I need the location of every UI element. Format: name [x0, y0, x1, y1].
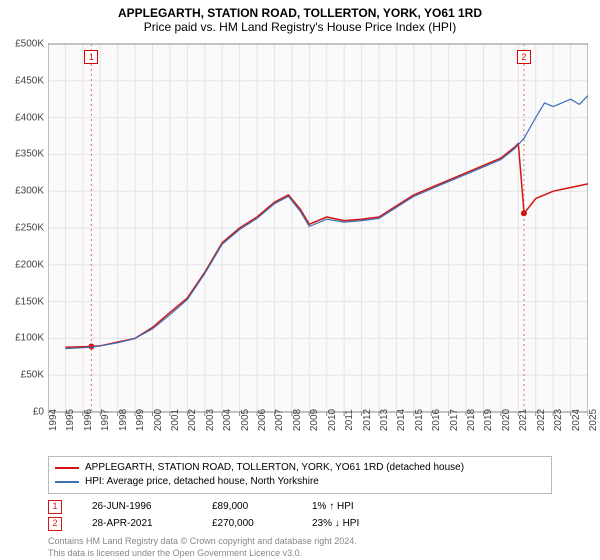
sale-marker-icon: 1: [48, 500, 62, 514]
sale-delta: 1% ↑ HPI: [312, 498, 354, 515]
y-tick-label: £350K: [15, 149, 44, 160]
y-tick-label: £250K: [15, 223, 44, 234]
x-tick-label: 2010: [327, 409, 338, 431]
x-tick-label: 2019: [483, 409, 494, 431]
legend-swatch-red: [55, 467, 79, 469]
event-marker: 1: [84, 50, 98, 64]
y-tick-label: £50K: [21, 370, 44, 381]
event-marker: 2: [517, 50, 531, 64]
chart-subtitle: Price paid vs. HM Land Registry's House …: [0, 20, 600, 38]
legend-swatch-blue: [55, 481, 79, 483]
x-tick-label: 1999: [135, 409, 146, 431]
sale-delta: 23% ↓ HPI: [312, 515, 359, 532]
legend: APPLEGARTH, STATION ROAD, TOLLERTON, YOR…: [48, 456, 552, 494]
sales-row: 2 28-APR-2021 £270,000 23% ↓ HPI: [48, 515, 552, 532]
sale-marker-icon: 2: [48, 517, 62, 531]
y-tick-label: £400K: [15, 112, 44, 123]
x-tick-label: 2018: [466, 409, 477, 431]
x-tick-label: 2023: [553, 409, 564, 431]
sale-price: £270,000: [212, 515, 282, 532]
x-tick-label: 2008: [292, 409, 303, 431]
sale-date: 28-APR-2021: [92, 515, 182, 532]
chart-container: APPLEGARTH, STATION ROAD, TOLLERTON, YOR…: [0, 0, 600, 560]
x-tick-label: 2011: [344, 409, 355, 431]
x-tick-label: 2005: [240, 409, 251, 431]
x-tick-label: 2020: [501, 409, 512, 431]
footer-line: This data is licensed under the Open Gov…: [48, 548, 552, 560]
x-tick-label: 1994: [48, 409, 59, 431]
x-tick-label: 2022: [536, 409, 547, 431]
x-tick-label: 1995: [65, 409, 76, 431]
sale-date: 26-JUN-1996: [92, 498, 182, 515]
legend-item: HPI: Average price, detached house, Nort…: [55, 475, 545, 489]
x-tick-label: 2002: [187, 409, 198, 431]
x-tick-label: 2025: [588, 409, 599, 431]
y-tick-label: £300K: [15, 186, 44, 197]
x-tick-label: 2001: [170, 409, 181, 431]
x-tick-label: 2024: [571, 409, 582, 431]
footer: Contains HM Land Registry data © Crown c…: [48, 536, 552, 559]
legend-label: APPLEGARTH, STATION ROAD, TOLLERTON, YOR…: [85, 461, 464, 475]
x-tick-label: 2004: [222, 409, 233, 431]
chart-title: APPLEGARTH, STATION ROAD, TOLLERTON, YOR…: [0, 0, 600, 20]
chart-plot-area: £0£50K£100K£150K£200K£250K£300K£350K£400…: [48, 38, 588, 418]
x-axis-labels: 1994199519961997199819992000200120022003…: [48, 418, 588, 452]
x-tick-label: 2015: [414, 409, 425, 431]
x-tick-label: 2003: [205, 409, 216, 431]
x-tick-label: 1998: [118, 409, 129, 431]
sale-price: £89,000: [212, 498, 282, 515]
y-tick-label: £150K: [15, 296, 44, 307]
x-tick-label: 2021: [518, 409, 529, 431]
legend-label: HPI: Average price, detached house, Nort…: [85, 475, 319, 489]
x-tick-label: 2017: [449, 409, 460, 431]
x-tick-label: 1996: [83, 409, 94, 431]
x-tick-label: 1997: [100, 409, 111, 431]
x-tick-label: 2014: [396, 409, 407, 431]
x-tick-label: 2012: [362, 409, 373, 431]
sales-table: 1 26-JUN-1996 £89,000 1% ↑ HPI 2 28-APR-…: [48, 498, 552, 532]
y-tick-label: £450K: [15, 75, 44, 86]
y-tick-label: £200K: [15, 259, 44, 270]
x-tick-label: 2006: [257, 409, 268, 431]
x-tick-label: 2000: [153, 409, 164, 431]
x-tick-label: 2016: [431, 409, 442, 431]
x-tick-label: 2013: [379, 409, 390, 431]
y-tick-label: £100K: [15, 333, 44, 344]
chart-svg: [48, 38, 588, 418]
sales-row: 1 26-JUN-1996 £89,000 1% ↑ HPI: [48, 498, 552, 515]
y-tick-label: £0: [33, 407, 44, 418]
legend-item: APPLEGARTH, STATION ROAD, TOLLERTON, YOR…: [55, 461, 545, 475]
x-tick-label: 2007: [274, 409, 285, 431]
footer-line: Contains HM Land Registry data © Crown c…: [48, 536, 552, 548]
y-tick-label: £500K: [15, 39, 44, 50]
x-tick-label: 2009: [309, 409, 320, 431]
